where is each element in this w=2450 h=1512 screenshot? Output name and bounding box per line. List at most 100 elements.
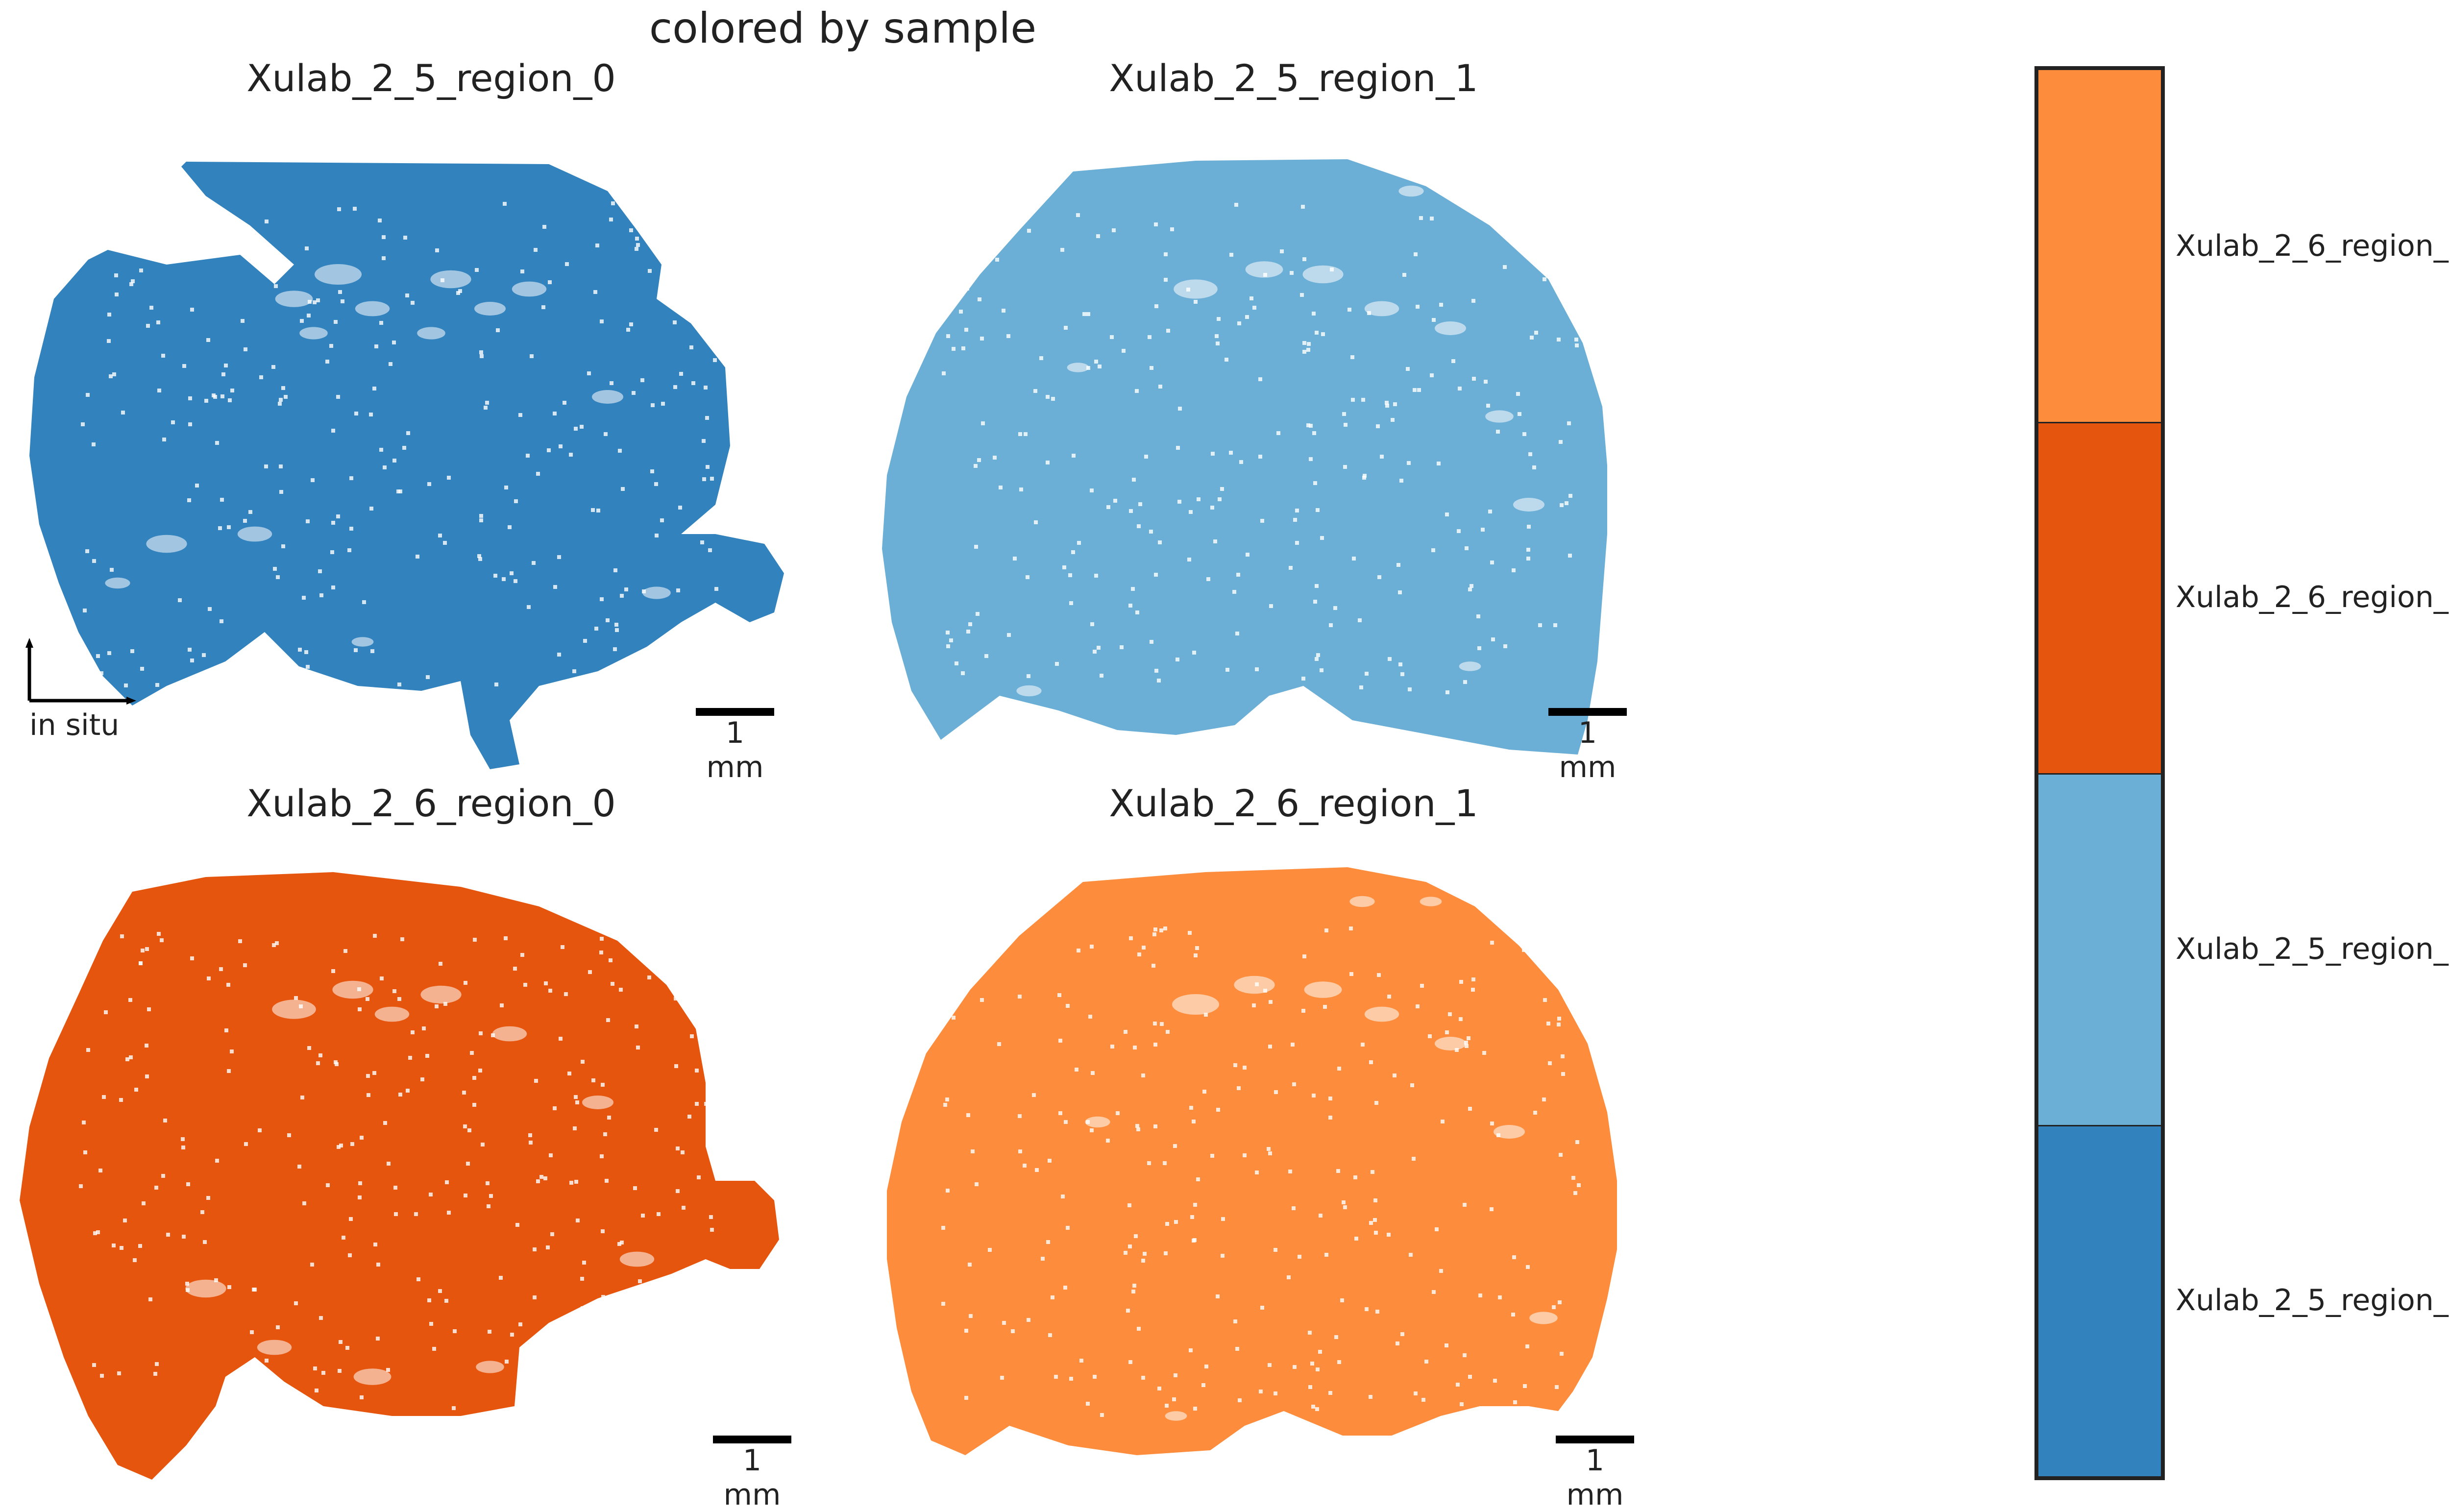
sparse-cell-gap (318, 1053, 322, 1057)
sparse-cell-gap (1211, 452, 1215, 456)
sparse-cell-gap (679, 372, 683, 376)
tissue-gap (1172, 994, 1219, 1015)
sparse-cell-gap (591, 508, 595, 512)
sparse-cell-gap (526, 1371, 530, 1375)
sparse-cell-gap (1573, 928, 1577, 932)
sparse-cell-gap (219, 224, 222, 228)
panel-title: Xulab_2_5_region_0 (246, 56, 616, 100)
sparse-cell-gap (408, 1056, 412, 1060)
sparse-cell-gap (1034, 520, 1038, 524)
sparse-cell-gap (1064, 326, 1068, 330)
sparse-cell-gap (439, 962, 442, 966)
sparse-cell-gap (1137, 1327, 1141, 1331)
sparse-cell-gap (1400, 1332, 1404, 1336)
sparse-cell-gap (674, 1064, 678, 1068)
sparse-cell-gap (988, 1248, 992, 1252)
sparse-cell-gap (435, 1004, 439, 1008)
sparse-cell-gap (85, 549, 89, 553)
sparse-cell-gap (1573, 1191, 1577, 1195)
scale-bar-line (696, 708, 774, 716)
panel-title: Xulab_2_6_region_1 (1109, 781, 1478, 825)
sparse-cell-gap (128, 998, 132, 1002)
sparse-cell-gap (619, 988, 623, 992)
tissue-gap (1494, 1125, 1525, 1139)
sparse-cell-gap (241, 319, 245, 323)
sparse-cell-gap (1138, 502, 1142, 506)
sparse-cell-gap (1431, 548, 1435, 552)
sparse-cell-gap (313, 300, 317, 304)
sparse-cell-gap (1263, 273, 1267, 277)
sparse-cell-gap (655, 534, 659, 537)
sparse-cell-gap (343, 949, 347, 953)
sparse-cell-gap (96, 654, 100, 658)
tissue-gap (1485, 410, 1514, 423)
sparse-cell-gap (1328, 1391, 1332, 1395)
sparse-cell-gap (1023, 1164, 1027, 1168)
sparse-cell-gap (339, 1340, 343, 1344)
sparse-cell-gap (1197, 497, 1200, 501)
sparse-cell-gap (638, 928, 642, 932)
sparse-cell-gap (1417, 388, 1421, 392)
sparse-cell-gap (279, 490, 283, 494)
sparse-cell-gap (1363, 474, 1367, 478)
sparse-cell-gap (629, 228, 633, 232)
sparse-cell-gap (520, 953, 524, 957)
sparse-cell-gap (1349, 972, 1353, 976)
sparse-cell-gap (1093, 1375, 1097, 1379)
sparse-cell-gap (1352, 557, 1356, 561)
sparse-cell-gap (1160, 1022, 1164, 1026)
tissue-gap (185, 1279, 226, 1298)
sparse-cell-gap (502, 577, 506, 581)
sparse-cell-gap (416, 1277, 420, 1281)
sparse-cell-gap (1164, 252, 1168, 256)
sparse-cell-gap (1518, 412, 1521, 416)
sparse-cell-gap (403, 236, 407, 240)
sparse-cell-gap (604, 432, 608, 436)
sparse-cell-gap (983, 202, 987, 206)
sparse-cell-gap (1268, 1151, 1272, 1155)
sparse-cell-gap (1398, 590, 1402, 594)
sparse-cell-gap (1243, 1066, 1247, 1070)
sparse-cell-gap (155, 1362, 159, 1366)
sparse-cell-gap (1077, 541, 1081, 545)
sparse-cell-gap (1312, 1094, 1316, 1097)
sparse-cell-gap (308, 300, 312, 304)
sparse-cell-gap (120, 934, 124, 938)
sparse-cell-gap (1144, 455, 1148, 459)
sparse-cell-gap (349, 527, 353, 531)
sparse-cell-gap (350, 1142, 354, 1146)
sparse-cell-gap (574, 427, 578, 431)
sparse-cell-gap (1529, 217, 1533, 220)
sparse-cell-gap (1150, 640, 1153, 644)
sparse-cell-gap (499, 1276, 503, 1280)
sparse-cell-gap (411, 1030, 415, 1034)
sparse-cell-gap (1373, 1198, 1377, 1202)
sparse-cell-gap (1315, 584, 1319, 588)
sparse-cell-gap (182, 1235, 186, 1239)
sparse-cell-gap (650, 469, 654, 473)
figure-title: colored by sample (649, 4, 1037, 53)
sparse-cell-gap (1046, 395, 1050, 399)
sparse-cell-gap (573, 679, 577, 683)
sparse-cell-gap (966, 630, 970, 634)
sparse-cell-gap (1374, 1101, 1378, 1105)
sparse-cell-gap (1312, 431, 1316, 435)
sparse-cell-gap (319, 1316, 323, 1320)
sparse-cell-gap (1154, 222, 1158, 226)
sparse-cell-gap (1292, 1082, 1296, 1086)
sparse-cell-gap (1525, 1344, 1529, 1348)
sparse-cell-gap (1276, 431, 1280, 435)
sparse-cell-gap (1430, 217, 1434, 220)
sparse-cell-gap (1333, 606, 1337, 610)
sparse-cell-gap (398, 1093, 402, 1097)
sparse-cell-gap (1471, 977, 1475, 981)
sparse-cell-gap (595, 244, 599, 247)
sparse-cell-gap (96, 248, 99, 252)
sparse-cell-gap (1147, 1161, 1151, 1165)
sparse-cell-gap (942, 371, 946, 375)
sparse-cell-gap (1546, 1022, 1550, 1025)
sparse-cell-gap (473, 938, 477, 942)
sparse-cell-gap (1235, 632, 1239, 635)
sparse-cell-gap (382, 256, 386, 260)
sparse-cell-gap (1557, 1023, 1561, 1026)
